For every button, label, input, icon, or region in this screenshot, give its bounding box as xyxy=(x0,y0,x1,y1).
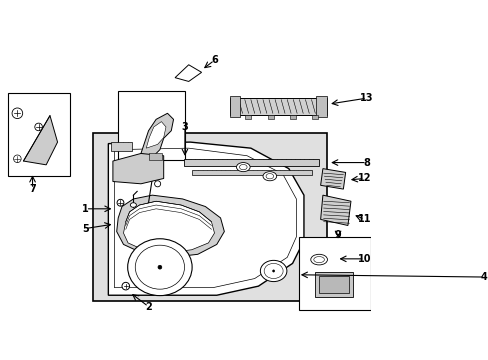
Bar xyxy=(93,133,326,301)
Ellipse shape xyxy=(127,239,192,296)
Bar xyxy=(110,142,132,151)
Text: 3: 3 xyxy=(181,122,188,132)
Ellipse shape xyxy=(117,199,123,206)
Bar xyxy=(290,115,296,118)
Polygon shape xyxy=(320,168,345,189)
Bar xyxy=(229,98,326,115)
Ellipse shape xyxy=(260,260,286,282)
Bar xyxy=(298,237,370,310)
Ellipse shape xyxy=(272,270,274,272)
Polygon shape xyxy=(108,142,304,295)
Polygon shape xyxy=(320,195,350,225)
Text: 10: 10 xyxy=(357,254,370,264)
Text: 6: 6 xyxy=(211,55,218,65)
Bar xyxy=(184,159,319,166)
Text: 13: 13 xyxy=(359,93,373,103)
Text: 5: 5 xyxy=(82,224,89,234)
Polygon shape xyxy=(113,153,163,184)
Bar xyxy=(191,170,311,175)
Bar xyxy=(311,115,317,118)
Bar xyxy=(244,115,250,118)
Bar xyxy=(148,153,162,159)
Text: 2: 2 xyxy=(145,302,152,312)
Text: 12: 12 xyxy=(357,174,370,184)
Ellipse shape xyxy=(12,108,22,118)
Text: 7: 7 xyxy=(29,184,36,194)
Polygon shape xyxy=(146,122,165,148)
Bar xyxy=(315,96,326,117)
Text: 1: 1 xyxy=(82,204,89,214)
Text: 11: 11 xyxy=(357,215,370,224)
Bar xyxy=(118,90,184,160)
Ellipse shape xyxy=(122,282,129,290)
Bar xyxy=(315,273,352,297)
Text: 4: 4 xyxy=(480,272,487,282)
Ellipse shape xyxy=(154,181,161,187)
Text: 8: 8 xyxy=(363,158,369,167)
Text: 9: 9 xyxy=(334,230,341,240)
Polygon shape xyxy=(123,201,214,253)
Polygon shape xyxy=(117,195,224,257)
Polygon shape xyxy=(175,65,201,81)
Bar xyxy=(267,115,273,118)
Ellipse shape xyxy=(14,155,21,163)
Bar xyxy=(319,276,349,293)
Bar xyxy=(8,93,70,176)
Ellipse shape xyxy=(130,203,136,207)
Ellipse shape xyxy=(35,123,42,131)
Ellipse shape xyxy=(158,265,162,269)
Ellipse shape xyxy=(236,163,249,172)
Ellipse shape xyxy=(263,172,276,181)
Polygon shape xyxy=(141,113,173,157)
Bar xyxy=(229,96,240,117)
Polygon shape xyxy=(23,116,58,165)
Ellipse shape xyxy=(310,254,327,265)
